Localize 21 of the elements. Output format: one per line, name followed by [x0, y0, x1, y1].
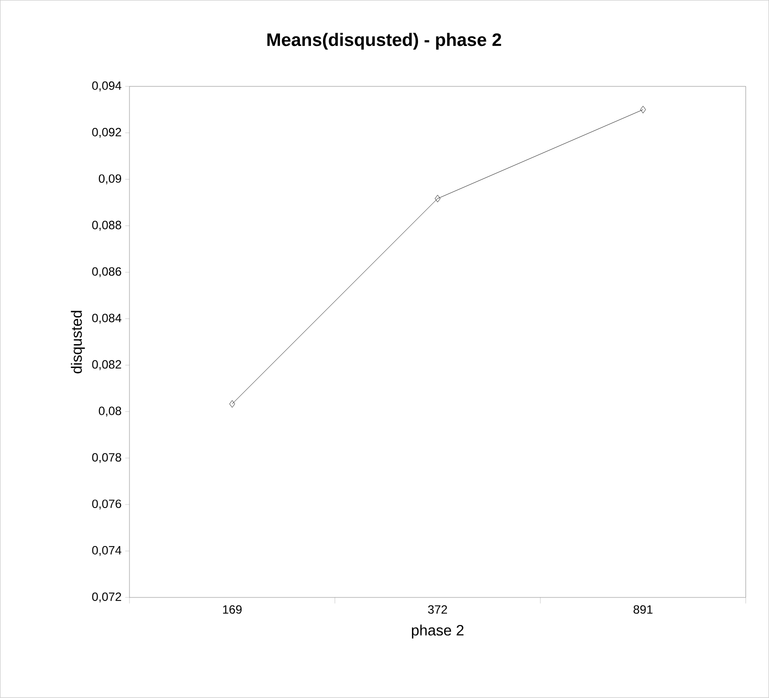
y-tick-label: 0,084 — [92, 314, 122, 324]
point — [640, 106, 646, 114]
x-tick-label: 372 — [428, 605, 448, 614]
x-tick-label: 169 — [223, 605, 242, 614]
y-tick-label: 0,082 — [92, 360, 122, 370]
point — [229, 400, 236, 408]
y-tick-label: 0,092 — [92, 128, 122, 138]
y-tick-label: 0,078 — [92, 453, 122, 464]
y-tick-label: 0,09 — [98, 174, 122, 184]
y-tick-label: 0,072 — [92, 592, 122, 602]
point — [434, 194, 440, 202]
y-tick-label: 0,076 — [92, 500, 122, 510]
y-tick-label: 0,094 — [92, 82, 122, 92]
x-axis-title: phase 2 — [412, 624, 464, 639]
y-tick-label: 0,08 — [98, 406, 122, 417]
y-tick-label: 0,086 — [92, 267, 122, 278]
x-tick-label: 891 — [634, 605, 652, 614]
chart-title: Means(disqusted) - phase 2 — [267, 32, 502, 50]
y-tick-label: 0,088 — [92, 220, 122, 231]
y-axis-title: disqusted — [70, 310, 85, 374]
y-tick-label: 0,074 — [92, 546, 122, 556]
